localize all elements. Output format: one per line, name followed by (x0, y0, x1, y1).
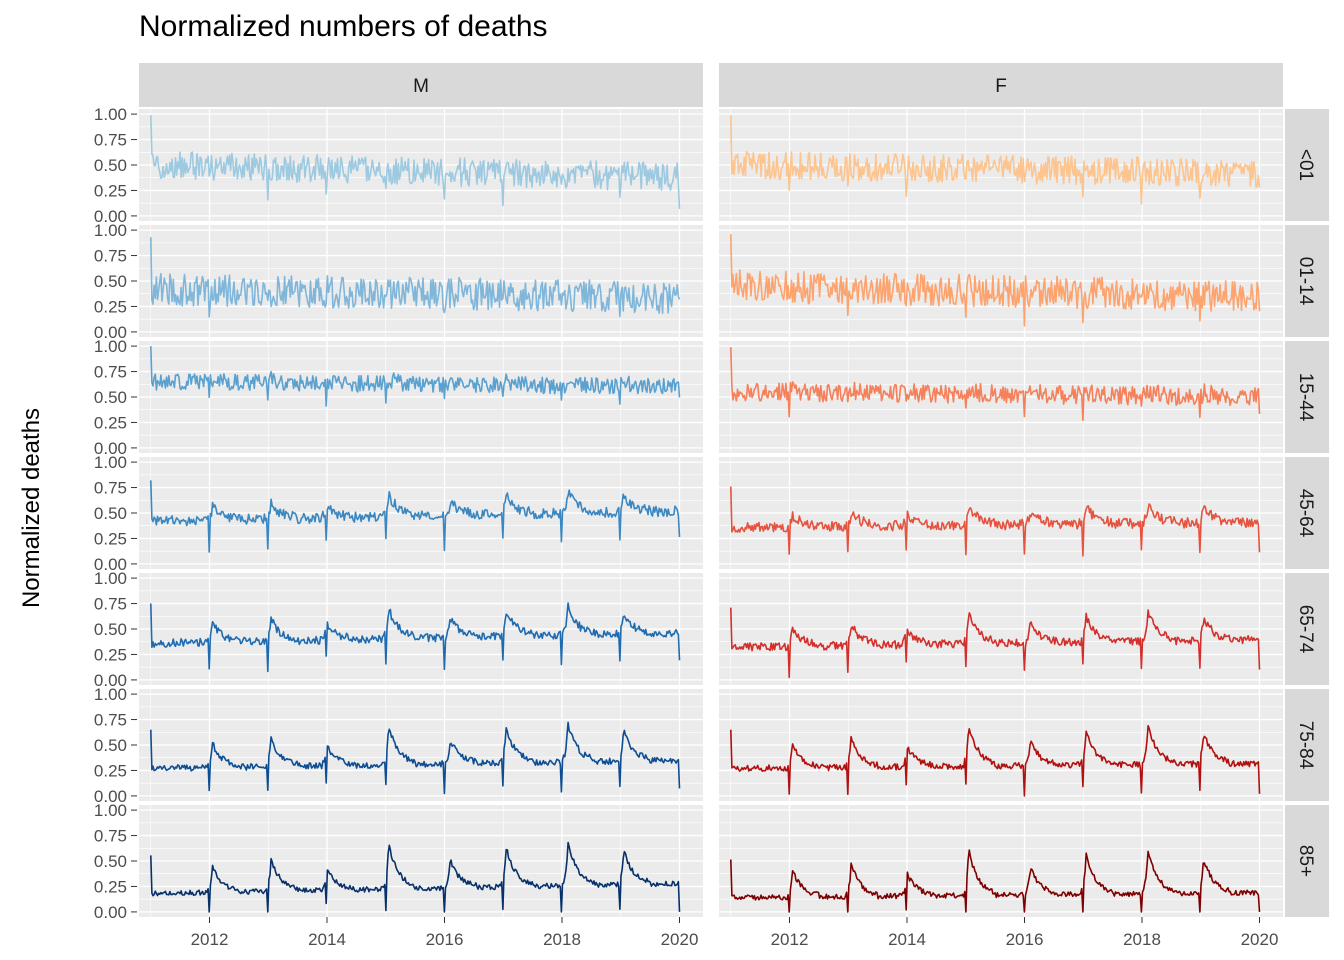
series-line (730, 347, 1261, 422)
row-strip (1285, 109, 1329, 221)
series-line (730, 849, 1261, 913)
y-tick-label: 1.00 (94, 801, 127, 820)
y-tick-label: 1.00 (94, 105, 127, 124)
y-tick-label: 0.00 (94, 439, 127, 458)
y-tick-label: 0.00 (94, 787, 127, 806)
column-strip (719, 63, 1283, 107)
y-tick-label: 0.25 (94, 645, 127, 664)
y-tick-label: 1.00 (94, 685, 127, 704)
series-line (730, 115, 1261, 205)
y-tick-label: 1.00 (94, 569, 127, 588)
y-tick-label: 0.25 (94, 413, 127, 432)
y-tick-label: 1.00 (94, 453, 127, 472)
column-strip-label: F (995, 76, 1007, 97)
row-strip-label: 65-74 (1295, 605, 1316, 654)
row-strip (1285, 457, 1329, 569)
row-strip (1285, 341, 1329, 453)
x-tick-label: 2016 (426, 930, 464, 949)
y-tick-label: 0.50 (94, 156, 127, 175)
y-tick-label: 0.50 (94, 504, 127, 523)
y-tick-label: 0.00 (94, 903, 127, 922)
y-tick-label: 0.00 (94, 671, 127, 690)
row-strip (1285, 805, 1329, 917)
series-line (730, 607, 1261, 679)
row-strip (1285, 573, 1329, 685)
x-tick-label: 2020 (661, 930, 699, 949)
series-line (150, 237, 681, 318)
series-line (150, 346, 681, 407)
x-tick-label: 2020 (1241, 930, 1279, 949)
series-line (730, 724, 1261, 797)
y-tick-label: 0.75 (94, 827, 127, 846)
x-tick-label: 2018 (1123, 930, 1161, 949)
x-tick-label: 2014 (888, 930, 926, 949)
y-tick-label: 1.00 (94, 221, 127, 240)
row-strip-label: 45-64 (1295, 489, 1316, 538)
chart-title: Normalized numbers of deaths (139, 10, 548, 43)
y-tick-label: 0.50 (94, 620, 127, 639)
y-tick-label: 0.25 (94, 877, 127, 896)
y-tick-label: 1.00 (94, 337, 127, 356)
y-tick-label: 0.00 (94, 207, 127, 226)
y-tick-label: 0.75 (94, 479, 127, 498)
x-tick-label: 2016 (1006, 930, 1044, 949)
series-line (150, 602, 681, 673)
series-line (150, 721, 681, 795)
y-tick-label: 0.25 (94, 181, 127, 200)
x-tick-label: 2018 (543, 930, 581, 949)
y-tick-label: 0.75 (94, 595, 127, 614)
x-tick-label: 2012 (191, 930, 229, 949)
y-tick-label: 0.00 (94, 323, 127, 342)
row-strip-label: <01 (1295, 149, 1316, 181)
row-strip-label: 75-84 (1295, 721, 1316, 770)
y-tick-label: 0.00 (94, 555, 127, 574)
y-tick-label: 0.50 (94, 852, 127, 871)
y-tick-label: 0.75 (94, 247, 127, 266)
y-tick-label: 0.25 (94, 297, 127, 316)
y-tick-label: 0.50 (94, 736, 127, 755)
y-tick-label: 0.25 (94, 529, 127, 548)
series-line (150, 841, 681, 913)
y-tick-label: 0.25 (94, 761, 127, 780)
series-line (730, 234, 1261, 327)
column-strip (139, 63, 703, 107)
series-line (150, 480, 681, 553)
y-tick-label: 0.50 (94, 388, 127, 407)
y-tick-label: 0.75 (94, 711, 127, 730)
y-tick-label: 0.50 (94, 272, 127, 291)
row-strip-label: 01-14 (1295, 257, 1316, 306)
series-line (150, 115, 681, 210)
row-strip-label: 15-44 (1295, 373, 1316, 422)
x-tick-label: 2014 (308, 930, 346, 949)
row-strip (1285, 225, 1329, 337)
row-strip-label: 85+ (1295, 845, 1316, 877)
y-tick-label: 0.75 (94, 131, 127, 150)
row-strip (1285, 689, 1329, 801)
y-tick-label: 0.75 (94, 363, 127, 382)
column-strip-label: M (413, 76, 429, 97)
series-line (730, 486, 1261, 557)
x-tick-label: 2012 (771, 930, 809, 949)
